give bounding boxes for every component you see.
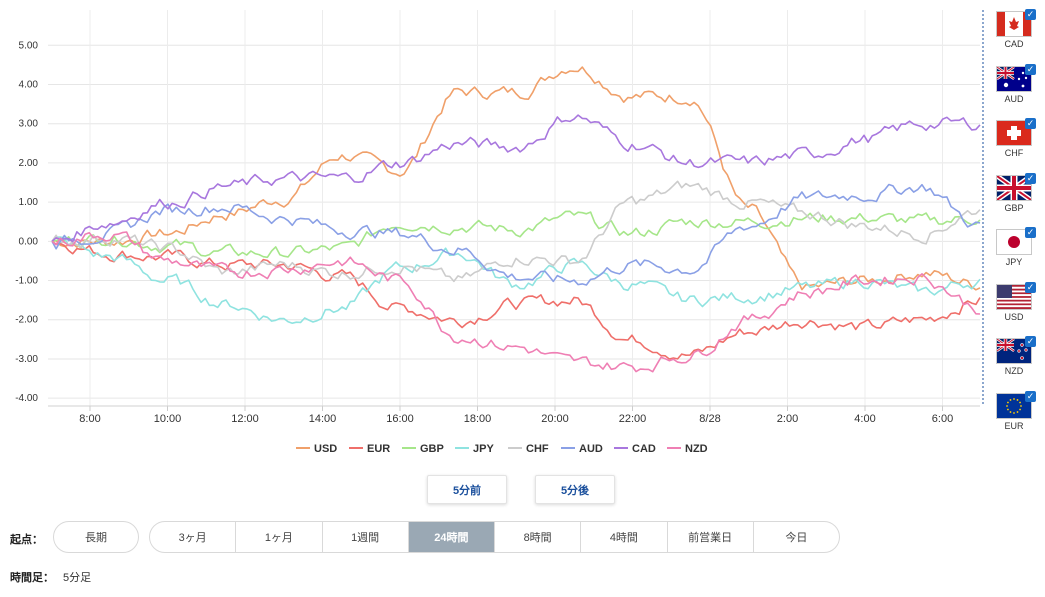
x-tick-label: 12:00 (231, 413, 259, 425)
x-tick-label: 16:00 (386, 413, 414, 425)
long-term-button[interactable]: 長期 (53, 521, 139, 553)
currency-toggle-cad[interactable]: ✓ CAD (994, 9, 1036, 49)
check-icon: ✓ (1025, 9, 1036, 20)
check-icon: ✓ (1025, 118, 1036, 129)
legend-label: NZD (685, 443, 708, 455)
check-icon: ✓ (1025, 227, 1036, 238)
y-tick-label: 3.00 (19, 119, 39, 130)
legend-label: CHF (526, 443, 549, 455)
us-flag (996, 283, 1032, 310)
grid (48, 10, 980, 406)
series-lines (51, 66, 981, 373)
currency-toggle-chf[interactable]: ✓ CHF (994, 118, 1036, 158)
legend-label: USD (314, 443, 337, 455)
currency-label: USD (1004, 311, 1024, 322)
y-axis: 5.00 4.00 3.00 2.00 1.00 0.00 -1.00 -2.00 -3.00 -… (15, 40, 38, 404)
currency-label: CHF (1004, 148, 1024, 158)
period-option[interactable]: 8時間 (495, 522, 582, 552)
period-option[interactable]: 3ヶ月 (150, 522, 237, 552)
legend-label: JPY (473, 443, 494, 455)
x-tick-label: 4:00 (854, 413, 875, 425)
legend-item-nzd[interactable]: NZD (667, 443, 708, 455)
y-tick-label: 2.00 (19, 158, 39, 169)
legend-item-chf[interactable]: CHF (508, 443, 549, 455)
legend-label: CAD (632, 443, 656, 455)
series-line-gbp (51, 210, 981, 259)
x-tick-label: 8/28 (699, 413, 720, 425)
ch-flag (996, 120, 1032, 146)
series-line-eur (51, 240, 981, 360)
currency-toggle-aud[interactable]: ✓ AUD (994, 63, 1036, 104)
currency-toggle-nzd[interactable]: ✓ NZD (994, 336, 1036, 376)
legend-item-jpy[interactable]: JPY (455, 443, 494, 455)
x-tick-label: 20:00 (541, 413, 569, 425)
legend-item-usd[interactable]: USD (296, 443, 337, 455)
period-option[interactable]: 1週間 (323, 522, 409, 552)
next-5min-button[interactable]: 5分後 (535, 475, 615, 504)
x-tick-label: 8:00 (79, 413, 100, 425)
series-line-chf (51, 180, 981, 283)
y-tick-label: 0.00 (19, 236, 39, 247)
plot-background (48, 10, 980, 406)
series-line-nzd (51, 231, 981, 373)
x-tick-label: 6:00 (932, 413, 953, 425)
x-tick-label: 22:00 (619, 413, 647, 425)
period-option[interactable]: 4時間 (581, 522, 668, 552)
legend-item-cad[interactable]: CAD (614, 443, 656, 455)
currency-toggle-jpy[interactable]: ✓ JPY (994, 227, 1036, 267)
y-tick-label: -1.00 (15, 276, 38, 287)
currency-label: JPY (1005, 257, 1023, 267)
legend: USD EUR GBP JPY CHF AUD CAD NZD (296, 443, 708, 455)
y-tick-label: -3.00 (15, 354, 38, 365)
period-selector: 3ヶ月 1ヶ月 1週間 24時間 8時間 4時間 前営業日 今日 (149, 521, 840, 553)
x-tick-label: 10:00 (154, 413, 182, 425)
check-icon: ✓ (1025, 390, 1036, 402)
strength-line-chart: 5.00 4.00 3.00 2.00 1.00 0.00 -1.00 -2.00 -3.00 -… (15, 10, 984, 455)
nz-flag (996, 338, 1032, 364)
legend-item-aud[interactable]: AUD (561, 443, 603, 455)
x-tick-label: 14:00 (309, 413, 337, 425)
y-tick-label: 1.00 (19, 197, 39, 208)
check-icon: ✓ (1025, 63, 1036, 75)
prev-5min-button[interactable]: 5分前 (427, 475, 507, 504)
check-icon: ✓ (1025, 172, 1036, 184)
currency-toggle-eur[interactable]: ✓ EUR (994, 390, 1036, 431)
period-option[interactable]: 今日 (785, 532, 808, 544)
legend-label: EUR (367, 443, 390, 455)
series-line-cad (51, 114, 981, 243)
currency-toggle-usd[interactable]: ✓ USD (994, 281, 1036, 322)
timeframe-label: 時間足： (10, 572, 54, 584)
start-label: 起点： (10, 534, 43, 546)
period-option[interactable]: 24時間 (408, 522, 495, 552)
currency-label: EUR (1004, 420, 1024, 431)
series-line-jpy (51, 236, 981, 325)
legend-item-gbp[interactable]: GBP (402, 443, 444, 455)
currency-label: AUD (1004, 93, 1024, 104)
y-tick-label: -2.00 (15, 315, 38, 326)
check-icon: ✓ (1025, 281, 1036, 293)
x-tick-label: 2:00 (777, 413, 798, 425)
check-icon: ✓ (1025, 336, 1036, 347)
legend-item-eur[interactable]: EUR (349, 443, 390, 455)
currency-label: NZD (1004, 366, 1024, 376)
x-tick-label: 18:00 (464, 413, 492, 425)
currency-toggle-gbp[interactable]: ✓ GBP (994, 172, 1036, 213)
y-tick-label: 4.00 (19, 79, 39, 90)
period-option[interactable]: 1ヶ月 (236, 522, 323, 552)
period-option[interactable]: 前営業日 (668, 522, 754, 552)
currency-label: GBP (1004, 202, 1024, 213)
legend-label: GBP (420, 443, 444, 455)
series-line-aud (51, 183, 981, 286)
y-tick-label: 5.00 (19, 40, 39, 51)
timeframe-value: 5分足 (63, 572, 92, 584)
legend-label: AUD (579, 443, 603, 455)
currency-label: CAD (1004, 39, 1024, 49)
y-tick-label: -4.00 (15, 393, 38, 404)
x-axis: 8:00 10:00 12:00 14:00 16:00 18:00 20:00 22:00 8… (48, 405, 980, 425)
ca-flag (996, 11, 1032, 37)
